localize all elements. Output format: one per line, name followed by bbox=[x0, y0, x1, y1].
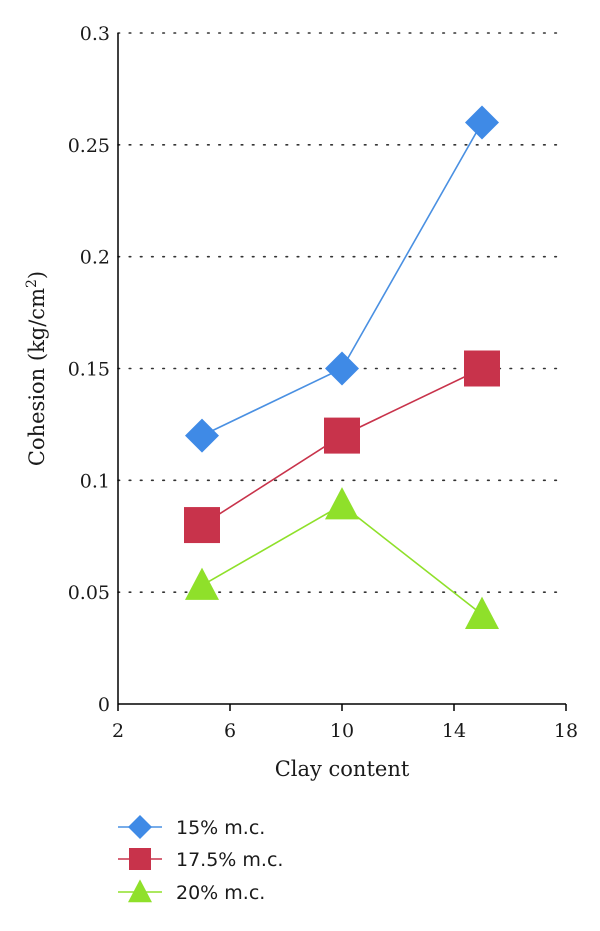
x-tick-labels: 2 6 10 14 18 bbox=[112, 704, 578, 742]
legend-label: 17.5% m.c. bbox=[176, 849, 283, 871]
legend-marker-diamond bbox=[128, 815, 152, 839]
legend-marker-triangle bbox=[128, 879, 152, 903]
legend-item: 17.5% m.c. bbox=[118, 848, 283, 871]
y-axis-title-close: ) bbox=[25, 271, 49, 279]
data-point-triangle bbox=[465, 596, 499, 629]
data-point-diamond bbox=[465, 105, 499, 140]
y-tick-label: 0.25 bbox=[68, 135, 110, 157]
y-tick-labels: 0 0.05 0.1 0.15 0.2 0.25 0.3 bbox=[68, 23, 110, 716]
data-point-square bbox=[324, 417, 360, 454]
series-line bbox=[201, 503, 483, 616]
x-tick-label: 10 bbox=[330, 720, 354, 742]
data-point-square bbox=[184, 507, 220, 544]
data-point-square bbox=[464, 350, 500, 387]
y-tick-label: 0.15 bbox=[68, 359, 110, 381]
series-group bbox=[184, 105, 500, 629]
x-tick-label: 6 bbox=[224, 720, 236, 742]
x-tick-label: 2 bbox=[112, 720, 124, 742]
legend-label: 15% m.c. bbox=[176, 817, 265, 839]
data-point-triangle bbox=[325, 487, 359, 520]
x-tick-label: 18 bbox=[554, 720, 578, 742]
legend-item: 15% m.c. bbox=[118, 815, 265, 839]
y-axis-title: Cohesion (kg/cm2) bbox=[24, 271, 49, 466]
data-point-triangle bbox=[185, 567, 219, 600]
y-tick-label: 0.05 bbox=[68, 582, 110, 604]
legend: 15% m.c. 17.5% m.c. 20% m.c. bbox=[118, 815, 283, 904]
y-tick-label: 0.2 bbox=[80, 247, 110, 269]
x-tick-label: 14 bbox=[442, 720, 466, 742]
y-tick-label: 0 bbox=[98, 694, 110, 716]
series-2 bbox=[184, 350, 500, 544]
data-point-diamond bbox=[325, 351, 359, 386]
series-1 bbox=[185, 105, 499, 453]
series-3 bbox=[185, 487, 499, 629]
y-tick-label: 0.1 bbox=[80, 470, 110, 492]
y-axis-title-superscript: 2 bbox=[24, 279, 40, 288]
legend-item: 20% m.c. bbox=[118, 879, 265, 904]
y-axis-title-main: Cohesion (kg/cm bbox=[25, 288, 49, 466]
data-point-diamond bbox=[185, 418, 219, 453]
legend-label: 20% m.c. bbox=[176, 882, 265, 904]
y-tick-label: 0.3 bbox=[80, 23, 110, 45]
legend-marker-square bbox=[129, 848, 151, 870]
x-axis-title: Clay content bbox=[275, 757, 410, 781]
